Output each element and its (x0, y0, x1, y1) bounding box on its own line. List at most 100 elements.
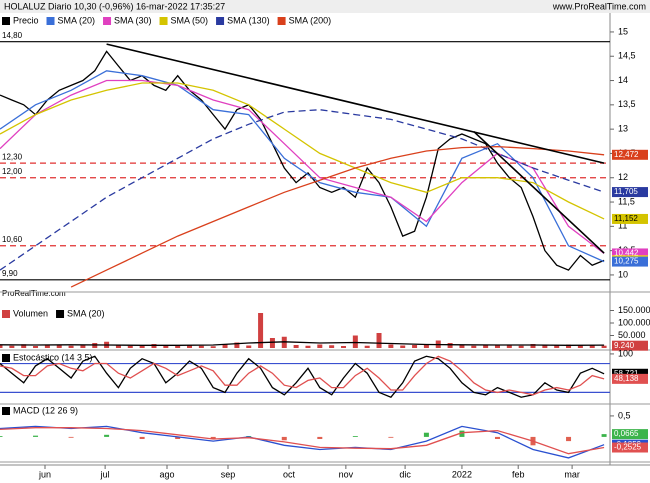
bar (601, 345, 607, 348)
bar (423, 344, 429, 348)
series-line (0, 355, 605, 396)
legend-title: MACD (12 26 9) (13, 405, 78, 415)
bar (281, 436, 287, 441)
last-value-box (612, 429, 648, 440)
legend-label: SMA (130) (227, 15, 270, 25)
y-tick-label: 13,5 (618, 99, 636, 109)
bar (175, 345, 181, 348)
bar (246, 345, 252, 348)
x-tick-label: feb (512, 469, 525, 479)
bar (329, 345, 335, 348)
last-value-label: 58,721 (614, 369, 639, 378)
last-value-label: 10,442 (614, 249, 639, 258)
bar (222, 344, 228, 348)
x-tick-label: dic (399, 469, 411, 479)
y-tick-label: 0,5 (618, 410, 631, 420)
y-tick-label: 100.000 (618, 317, 650, 327)
last-value-label: 11,705 (614, 187, 638, 196)
bar (530, 344, 536, 348)
bar (175, 436, 181, 440)
x-tick-label: sep (221, 469, 236, 479)
bar (412, 345, 418, 348)
bar (459, 430, 465, 437)
y-tick-label: 15 (618, 26, 628, 36)
bar (68, 436, 74, 438)
bar (554, 345, 560, 348)
bar (459, 345, 465, 348)
bar (364, 345, 370, 348)
bar (494, 345, 500, 348)
bar (423, 432, 429, 437)
legend-title: Estocástico (14 3 5) (13, 352, 93, 362)
bar (258, 313, 264, 348)
y-tick-label: 150.000 (618, 305, 650, 315)
legend-swatch (216, 17, 225, 25)
bar (352, 335, 358, 348)
x-tick-label: oct (283, 469, 296, 479)
bar (400, 345, 406, 348)
last-value-label: 0,0665 (614, 429, 639, 438)
last-value-box (612, 187, 648, 198)
bar (33, 346, 39, 348)
series-line (0, 425, 605, 459)
y-tick-label: 50.000 (618, 330, 646, 340)
series-line (0, 427, 605, 455)
legend-swatch (46, 17, 55, 25)
series-line (0, 355, 605, 398)
y-tick-label: 100 (618, 348, 633, 358)
bar (139, 436, 145, 440)
bar (293, 345, 299, 348)
bar (566, 344, 572, 348)
legend-label: Volumen (13, 308, 48, 318)
bar (506, 344, 512, 348)
bar (115, 344, 121, 348)
bar (210, 346, 216, 348)
bar (447, 343, 453, 348)
bar (80, 345, 86, 348)
last-value-label: 11,152 (614, 214, 638, 223)
legend-swatch (56, 310, 65, 318)
bar (163, 346, 169, 348)
bar (388, 344, 394, 348)
bar (68, 345, 74, 348)
trend-line (106, 43, 605, 164)
bar (21, 344, 27, 348)
legend-label: SMA (200) (289, 15, 332, 25)
bar (494, 436, 500, 440)
bar (471, 345, 477, 348)
legend-swatch (103, 17, 112, 25)
bar (9, 345, 15, 348)
bar (44, 345, 50, 348)
bar (269, 338, 275, 348)
legend-swatch (159, 17, 168, 25)
level-label: 12,30 (2, 152, 23, 161)
last-value-label: -0,2525 (614, 443, 642, 452)
last-value-box (612, 256, 648, 267)
last-value-box (612, 149, 648, 160)
bar (317, 344, 323, 348)
legend-swatch (277, 17, 286, 25)
x-tick-label: jun (38, 469, 51, 479)
bar (483, 345, 489, 348)
bar (198, 345, 204, 348)
bar (340, 346, 346, 348)
series-line (70, 145, 605, 288)
level-label: 9,90 (2, 269, 18, 278)
header-site: www.ProRealTime.com (552, 1, 646, 11)
bar (33, 435, 39, 437)
bar (566, 436, 572, 442)
header-title: HOLALUZ Diario 10,30 (-0,96%) 16-mar-202… (4, 1, 225, 11)
bar (0, 436, 3, 437)
bar (542, 345, 548, 348)
y-tick-label: 11,5 (618, 196, 635, 206)
bar (139, 345, 145, 348)
bar (56, 344, 62, 348)
bar (518, 345, 524, 348)
legend-label: SMA (50) (171, 15, 209, 25)
series-line (0, 109, 605, 271)
level-label: 12,00 (2, 167, 23, 176)
series-line (0, 341, 605, 346)
last-value-label: 48,138 (614, 374, 639, 383)
